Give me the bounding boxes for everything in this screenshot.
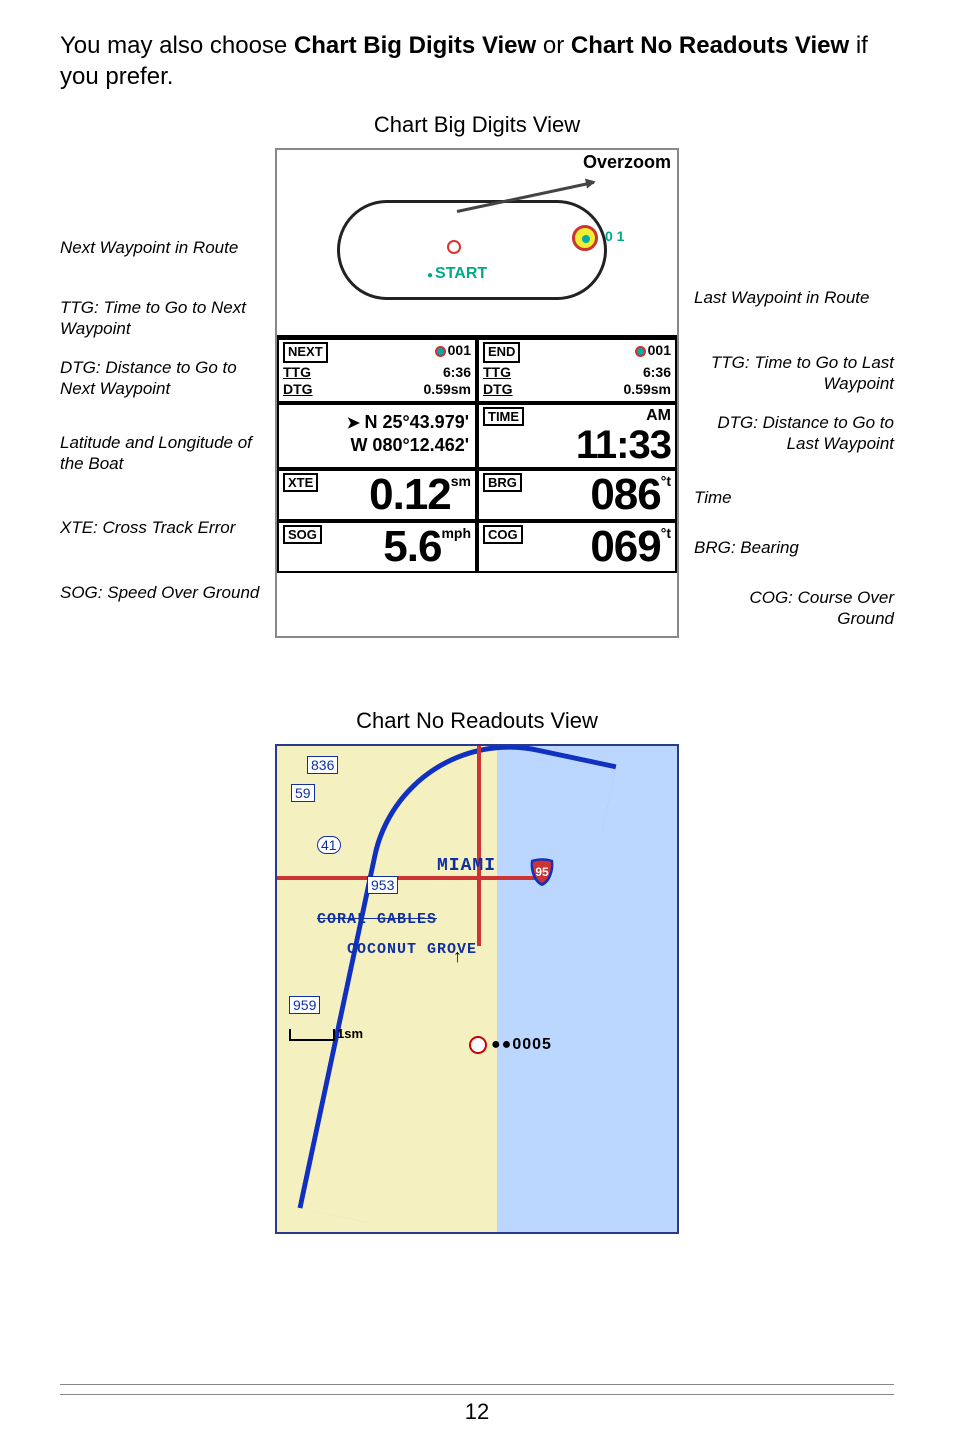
label-xte: XTE: Cross Track Error (60, 518, 235, 538)
waypoint-label: 0 1 (605, 228, 624, 244)
readout-next: NEXT 001 TTG 6:36 DTG 0.59sm (277, 338, 477, 402)
route-836: 836 (307, 756, 338, 774)
time-ampm: AM (646, 407, 671, 424)
label-dtg-next: DTG: Distance to Go to Next Waypoint (60, 358, 260, 399)
cog-unit: °t (661, 525, 671, 541)
intro-bold2: Chart No Readouts View (571, 32, 849, 59)
label-ttg-last: TTG: Time to Go to Last Waypoint (694, 353, 894, 394)
readout-xte: XTEsm 0.12 (277, 469, 477, 521)
end-ttg-v: 6:36 (643, 364, 671, 382)
end-dtg-k: DTG (483, 381, 513, 399)
brg-unit: °t (661, 473, 671, 489)
readout-time: TIME AM 11:33 (477, 403, 677, 469)
end-dtg-v: 0.59sm (624, 381, 671, 399)
label-dtg-last: DTG: Distance to Go to Last Waypoint (694, 413, 894, 454)
label-brg: BRG: Bearing (694, 538, 799, 558)
end-wp: 001 (648, 342, 671, 358)
hwy-num: 95 (535, 865, 549, 879)
next-hdr: NEXT (283, 342, 328, 362)
time-value: 11:33 (483, 425, 671, 465)
label-cog: COG: Course Over Ground (694, 588, 894, 629)
brg-hdr: BRG (483, 473, 522, 492)
label-sog: SOG: Speed Over Ground (60, 583, 259, 603)
device-screen: Overzoom START 0 1 NEXT 001 TTG 6:36 DTG 0.… (275, 148, 679, 638)
intro-bold1: Chart Big Digits View (294, 32, 536, 59)
next-dtg-v: 0.59sm (424, 381, 471, 399)
readout-brg: BRG°t 086 (477, 469, 677, 521)
xte-unit: sm (451, 473, 471, 489)
intro-prefix: You may also choose (60, 32, 294, 59)
city-coral: CORAL GABLES (317, 911, 437, 928)
label-latlon: Latitude and Longitude of the Boat (60, 433, 260, 474)
arrow-icon: ➤ (347, 415, 365, 432)
scale-text: 1sm (337, 1026, 363, 1041)
xte-hdr: XTE (283, 473, 318, 492)
page-number: 12 (0, 1399, 954, 1425)
figure1-title: Chart Big Digits View (60, 112, 894, 138)
intro-text: You may also choose Chart Big Digits Vie… (60, 30, 894, 92)
next-ttg-v: 6:36 (443, 364, 471, 382)
highway-shield-icon: 95 (529, 858, 555, 886)
readout-sog: SOGmph 5.6 (277, 521, 477, 573)
overzoom-label: Overzoom (583, 152, 671, 173)
road-line (277, 876, 537, 880)
intro-mid: or (543, 32, 571, 59)
chart-area: Overzoom START 0 1 (277, 150, 677, 335)
boat-label: ●●0005 (491, 1036, 552, 1054)
no-readouts-screen: 95 MIAMI CORAL GABLES COCONUT GROVE 836 … (275, 744, 679, 1234)
readout-coords: ➤ N 25°43.979' W 080°12.462' (277, 403, 477, 469)
time-hdr: TIME (483, 407, 524, 426)
route-41: 41 (317, 836, 341, 854)
boat-marker-icon (469, 1036, 487, 1054)
next-ttg-k: TTG (283, 364, 311, 382)
road-line (477, 746, 481, 946)
track-oval (337, 200, 607, 300)
end-hdr: END (483, 342, 520, 362)
waypoint-icon (635, 346, 646, 357)
route-959: 959 (289, 996, 320, 1014)
waypoint-icon (435, 346, 446, 357)
sog-unit: mph (441, 525, 471, 541)
route-953: 953 (367, 876, 398, 894)
north-arrow-icon: ↑ (453, 946, 462, 967)
label-last-wp: Last Waypoint in Route (694, 288, 869, 308)
figure2-title: Chart No Readouts View (60, 708, 894, 734)
cog-hdr: COG (483, 525, 523, 544)
lon-value: W 080°12.462' (285, 434, 469, 457)
next-dtg-k: DTG (283, 381, 313, 399)
label-time: Time (694, 488, 732, 508)
footer-rule (60, 1394, 894, 1395)
route-59: 59 (291, 784, 315, 802)
end-ttg-k: TTG (483, 364, 511, 382)
readout-grid: NEXT 001 TTG 6:36 DTG 0.59sm END 001 TTG 6:36… (277, 335, 677, 572)
scale-bar: 1sm (289, 1026, 363, 1041)
label-next-wp: Next Waypoint in Route (60, 238, 238, 258)
lat-value: N 25°43.979' (364, 412, 469, 432)
city-miami: MIAMI (437, 856, 496, 876)
start-label: START (427, 265, 487, 283)
sog-hdr: SOG (283, 525, 322, 544)
footer-rule (60, 1384, 894, 1385)
label-ttg-next: TTG: Time to Go to Next Waypoint (60, 298, 260, 339)
big-digits-figure: Next Waypoint in Route TTG: Time to Go t… (60, 148, 894, 688)
boat-id: 0005 (512, 1036, 552, 1053)
next-wp: 001 (448, 342, 471, 358)
readout-cog: COG°t 069 (477, 521, 677, 573)
readout-end: END 001 TTG 6:36 DTG 0.59sm (477, 338, 677, 402)
